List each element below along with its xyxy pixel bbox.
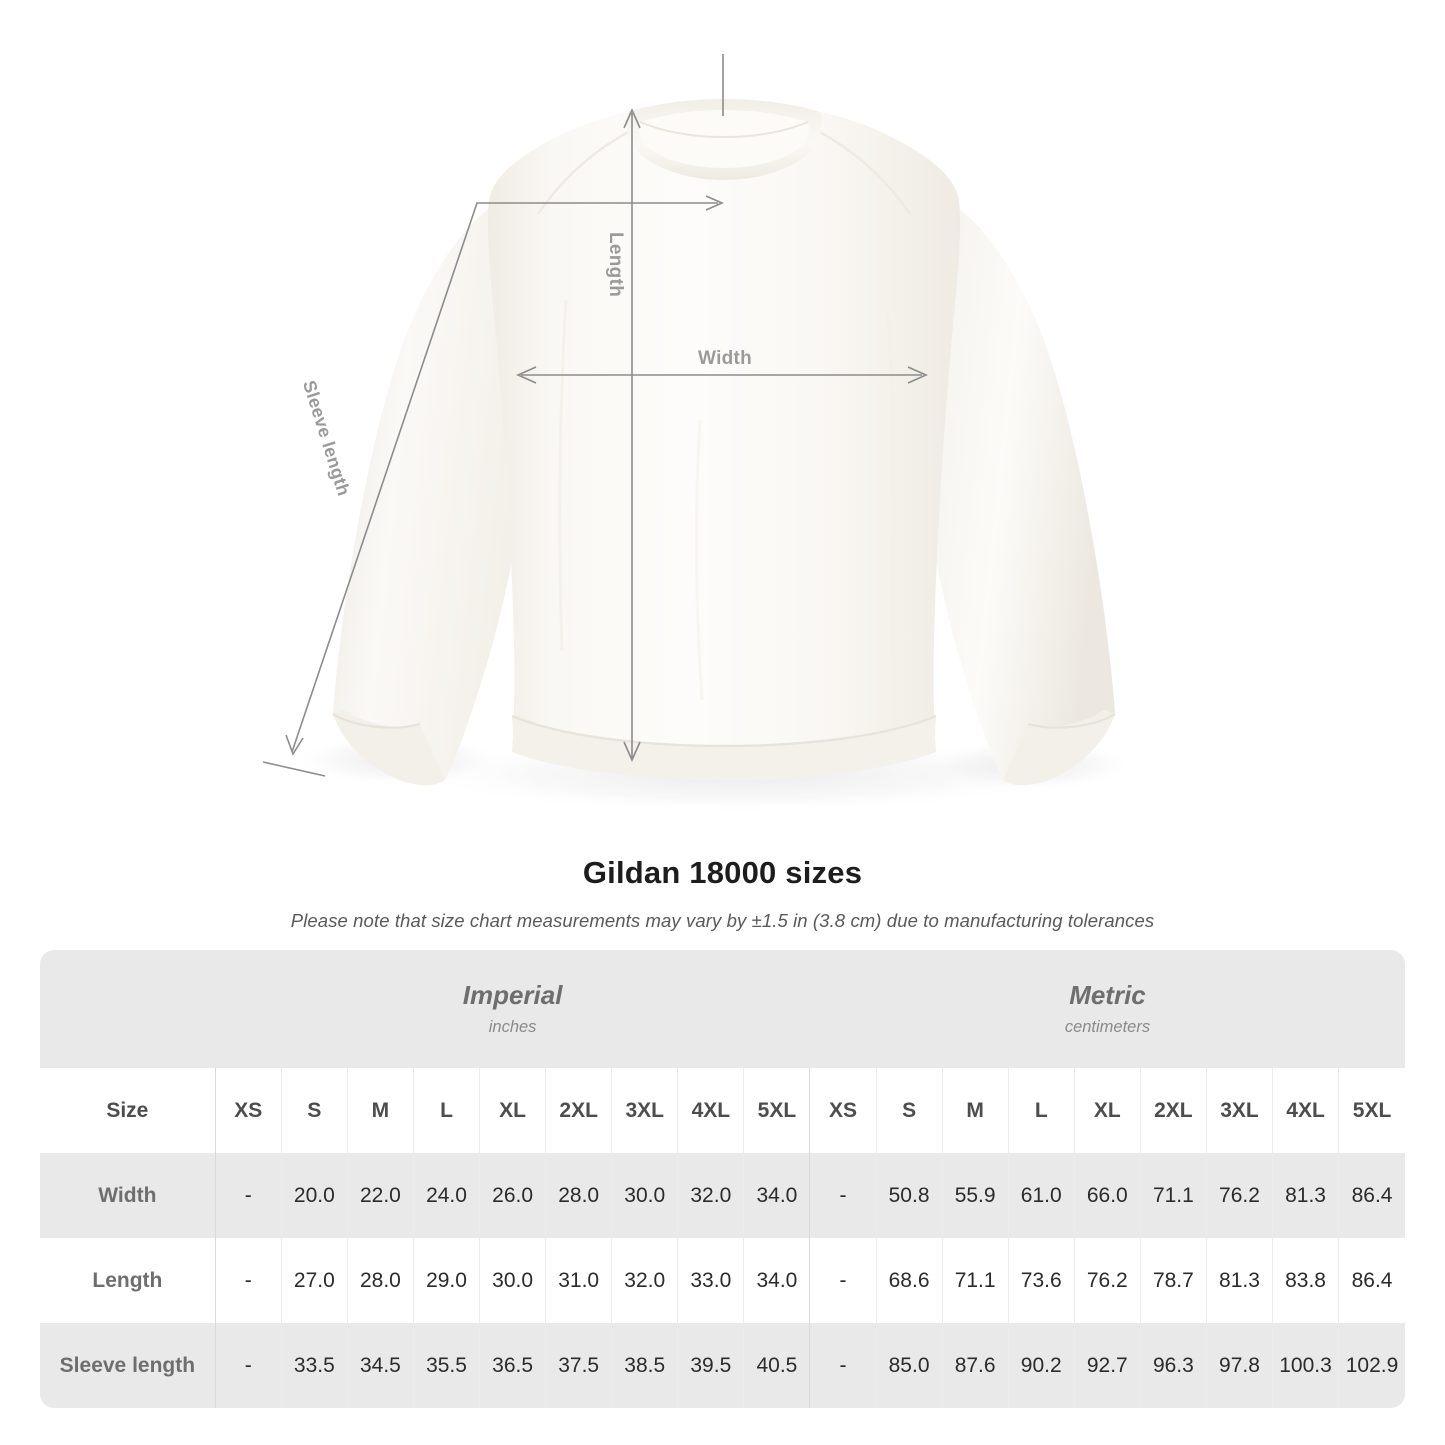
size-column-header: Size [40,1068,216,1153]
cell-sleeve-met-5xl: 102.9 [1338,1323,1405,1408]
size-header-met-xl: XL [1073,1068,1141,1153]
cell-width-imp-4xl: 32.0 [677,1153,744,1238]
metric-unit: centimeters [1064,1018,1151,1037]
cell-width-met-2xl: 71.1 [1139,1153,1207,1238]
size-header-met-4xl: 4XL [1271,1068,1339,1153]
cell-length-met-3xl: 81.3 [1205,1238,1273,1323]
row-label-width: Width [40,1153,216,1238]
cell-length-imp-3xl: 32.0 [611,1238,678,1323]
garment-illustration [262,54,1135,813]
cell-length-imp-2xl: 31.0 [545,1238,612,1323]
cell-length-met-5xl: 86.4 [1338,1238,1405,1323]
cell-length-imp-xl: 30.0 [479,1238,546,1323]
cell-length-imp-s: 27.0 [280,1238,348,1323]
garment-diagram: Length Width Sleeve length [262,54,1135,813]
cell-length-imp-4xl: 33.0 [677,1238,744,1323]
cell-width-imp-s: 20.0 [280,1153,348,1238]
cell-width-imp-xl: 26.0 [479,1153,546,1238]
row-label-length: Length [40,1238,216,1323]
cell-width-met-3xl: 76.2 [1205,1153,1273,1238]
cell-length-imp-l: 29.0 [412,1238,480,1323]
cell-sleeve-met-3xl: 97.8 [1205,1323,1273,1408]
size-header-imp-3xl: 3XL [611,1068,678,1153]
cell-width-met-xs: - [809,1153,877,1238]
table-row: Width - 20.0 22.0 24.0 26.0 28.0 30.0 32… [40,1153,1405,1238]
cell-sleeve-imp-s: 33.5 [280,1323,348,1408]
cell-width-met-s: 50.8 [875,1153,943,1238]
size-table: Imperial inches Metric centimeters Size … [40,950,1405,1408]
size-header-imp-4xl: 4XL [677,1068,744,1153]
cell-length-imp-xs: - [214,1238,282,1323]
size-header-imp-m: M [346,1068,414,1153]
cell-sleeve-imp-2xl: 37.5 [545,1323,612,1408]
cell-width-met-xl: 66.0 [1073,1153,1141,1238]
imperial-unit: inches [488,1018,537,1037]
size-header-met-5xl: 5XL [1338,1068,1405,1153]
cell-length-met-s: 68.6 [875,1238,943,1323]
cell-sleeve-met-l: 90.2 [1007,1323,1075,1408]
title-block: Gildan 18000 sizes Please note that size… [0,840,1445,932]
unit-header-imperial: Imperial inches [215,950,810,1068]
size-header-imp-l: L [412,1068,480,1153]
cell-sleeve-met-m: 87.6 [941,1323,1009,1408]
cell-width-imp-m: 22.0 [346,1153,414,1238]
table-row: Sleeve length - 33.5 34.5 35.5 36.5 37.5… [40,1323,1405,1408]
size-header-row: Size XS S M L XL 2XL 3XL 4XL 5XL XS S M … [40,1068,1405,1153]
size-header-imp-xl: XL [479,1068,546,1153]
cell-sleeve-imp-4xl: 39.5 [677,1323,744,1408]
cell-width-met-5xl: 86.4 [1338,1153,1405,1238]
cell-length-met-m: 71.1 [941,1238,1009,1323]
cell-length-imp-m: 28.0 [346,1238,414,1323]
size-header-imp-5xl: 5XL [743,1068,810,1153]
cell-sleeve-met-xl: 92.7 [1073,1323,1141,1408]
cell-sleeve-imp-5xl: 40.5 [743,1323,810,1408]
cell-sleeve-imp-m: 34.5 [346,1323,414,1408]
size-header-met-l: L [1007,1068,1075,1153]
size-header-met-2xl: 2XL [1139,1068,1207,1153]
cell-sleeve-met-s: 85.0 [875,1323,943,1408]
cell-length-met-4xl: 83.8 [1271,1238,1339,1323]
size-header-met-3xl: 3XL [1205,1068,1273,1153]
unit-header-metric: Metric centimeters [809,950,1405,1068]
page-title: Gildan 18000 sizes [582,855,863,890]
cell-sleeve-imp-3xl: 38.5 [611,1323,678,1408]
cell-width-met-4xl: 81.3 [1271,1153,1339,1238]
cell-width-imp-5xl: 34.0 [743,1153,810,1238]
cell-length-met-xs: - [809,1238,877,1323]
size-header-met-xs: XS [809,1068,877,1153]
table-row: Length - 27.0 28.0 29.0 30.0 31.0 32.0 3… [40,1238,1405,1323]
cell-sleeve-imp-l: 35.5 [412,1323,480,1408]
cell-width-imp-l: 24.0 [412,1153,480,1238]
size-header-met-s: S [875,1068,943,1153]
cell-length-met-2xl: 78.7 [1139,1238,1207,1323]
cell-width-met-l: 61.0 [1007,1153,1075,1238]
cell-sleeve-imp-xl: 36.5 [479,1323,546,1408]
cell-length-imp-5xl: 34.0 [743,1238,810,1323]
tolerance-note: Please note that size chart measurements… [290,910,1155,931]
size-header-imp-2xl: 2XL [545,1068,612,1153]
size-header-met-m: M [941,1068,1009,1153]
cell-sleeve-met-4xl: 100.3 [1271,1323,1339,1408]
metric-label: Metric [1069,979,1146,1010]
cell-sleeve-imp-xs: - [214,1323,282,1408]
cell-sleeve-met-xs: - [809,1323,877,1408]
row-label-sleeve-length: Sleeve length [40,1323,216,1408]
size-table-wrapper: Imperial inches Metric centimeters Size … [40,950,1405,1408]
cell-length-met-l: 73.6 [1007,1238,1075,1323]
cell-sleeve-met-2xl: 96.3 [1139,1323,1207,1408]
cell-width-met-m: 55.9 [941,1153,1009,1238]
cell-length-met-xl: 76.2 [1073,1238,1141,1323]
unit-header-row: Imperial inches Metric centimeters [40,950,1405,1068]
cell-width-imp-xs: - [214,1153,282,1238]
cell-width-imp-3xl: 30.0 [611,1153,678,1238]
size-header-imp-s: S [280,1068,348,1153]
imperial-label: Imperial [462,979,563,1010]
unit-header-spacer [40,950,216,1068]
size-header-imp-xs: XS [214,1068,282,1153]
cell-width-imp-2xl: 28.0 [545,1153,612,1238]
